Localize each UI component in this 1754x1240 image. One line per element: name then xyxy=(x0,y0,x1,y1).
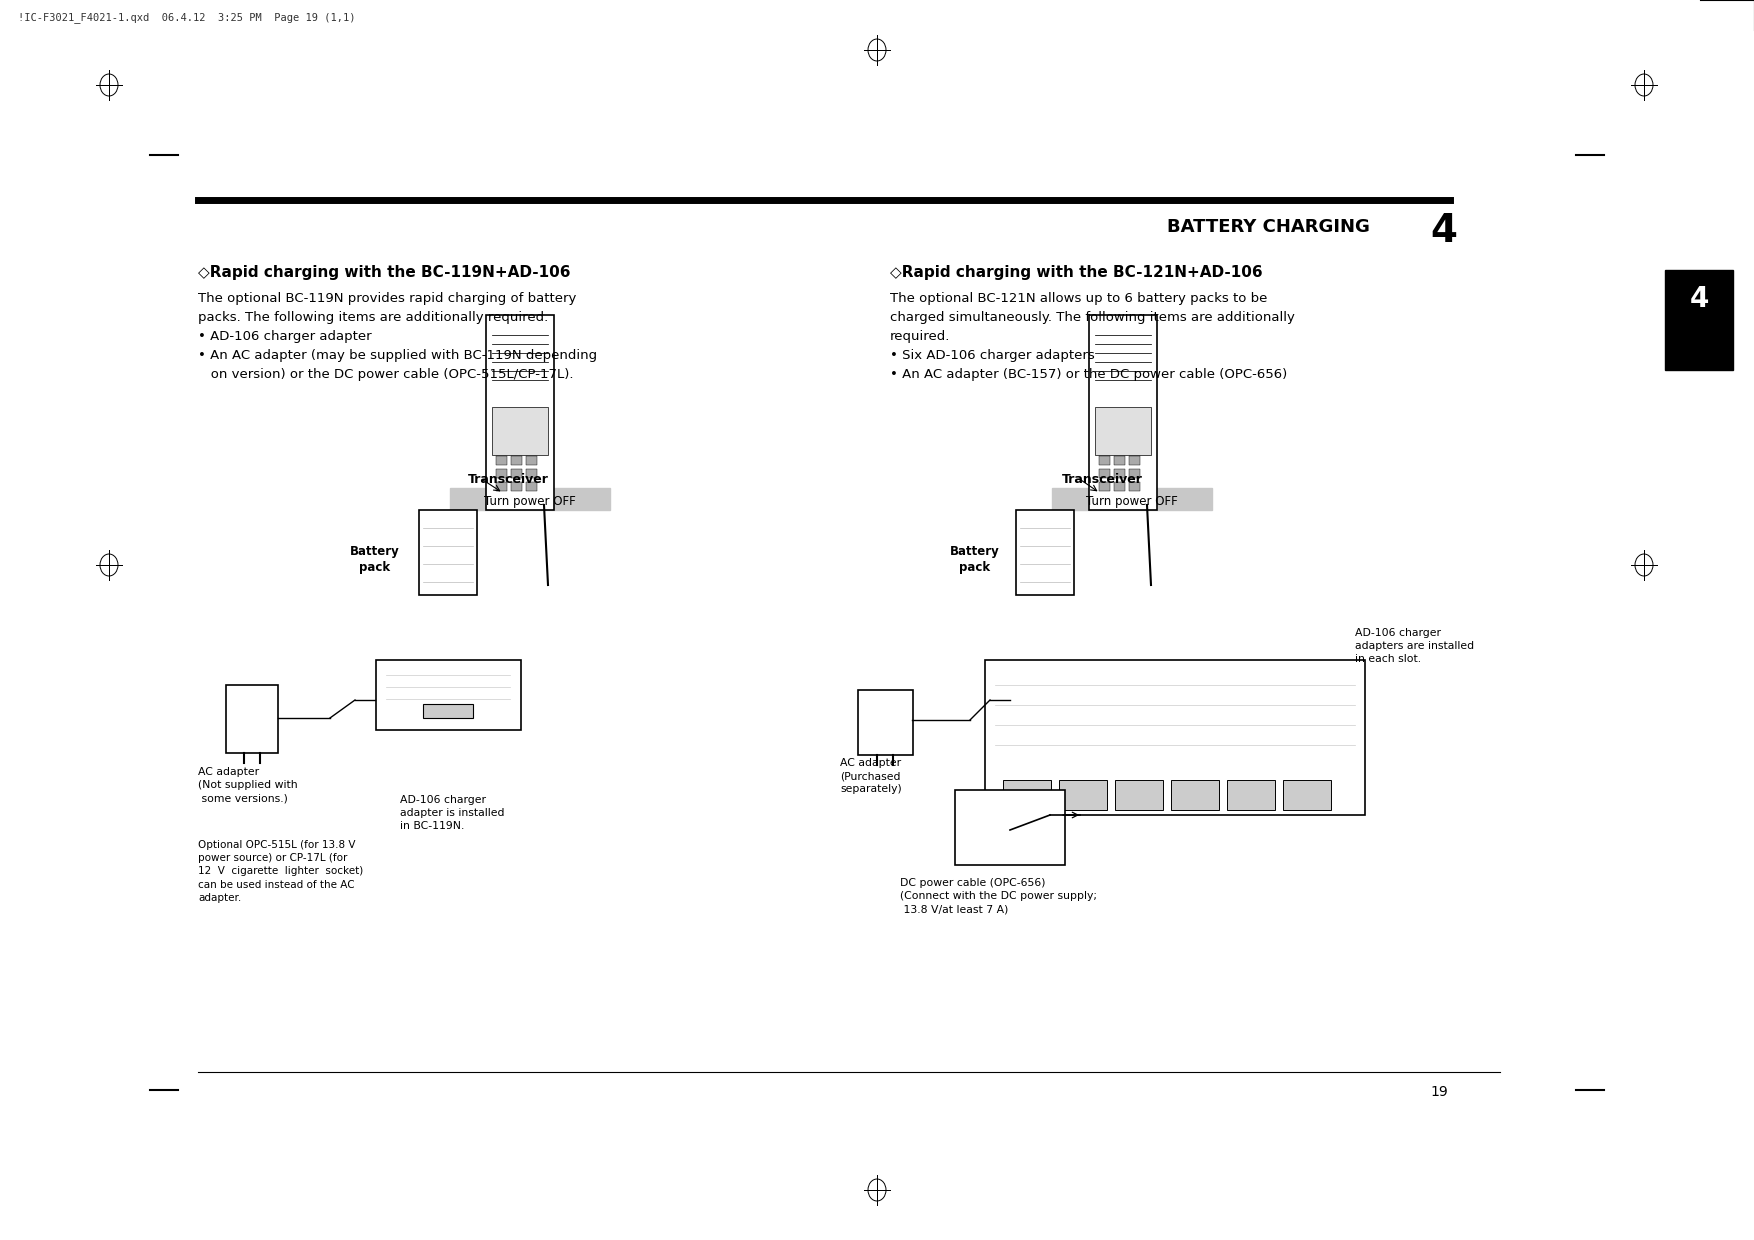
Text: The optional BC-119N provides rapid charging of battery: The optional BC-119N provides rapid char… xyxy=(198,291,577,305)
Text: • Six AD-106 charger adapters: • Six AD-106 charger adapters xyxy=(889,348,1094,362)
Text: Turn power OFF: Turn power OFF xyxy=(484,495,575,508)
Bar xyxy=(496,469,507,477)
Bar xyxy=(496,456,507,465)
Text: 19: 19 xyxy=(1430,1085,1447,1099)
Ellipse shape xyxy=(1635,554,1652,577)
Bar xyxy=(423,704,474,718)
Bar xyxy=(375,660,521,730)
Text: • AD-106 charger adapter: • AD-106 charger adapter xyxy=(198,330,372,343)
Bar xyxy=(1130,456,1140,465)
Ellipse shape xyxy=(1635,74,1652,95)
Text: Battery
pack: Battery pack xyxy=(951,546,1000,574)
Text: AC adapter
(Purchased
separately): AC adapter (Purchased separately) xyxy=(840,758,902,795)
Bar xyxy=(858,689,914,755)
Bar xyxy=(1059,780,1107,810)
Text: ◇Rapid charging with the BC-119N+AD-106: ◇Rapid charging with the BC-119N+AD-106 xyxy=(198,265,570,280)
Ellipse shape xyxy=(100,74,118,95)
Bar xyxy=(1228,780,1275,810)
Bar xyxy=(1089,315,1158,510)
Bar xyxy=(510,482,523,491)
Bar xyxy=(510,469,523,477)
Bar xyxy=(510,456,523,465)
Bar xyxy=(526,469,537,477)
Text: 4: 4 xyxy=(1689,285,1708,312)
Bar xyxy=(1100,482,1110,491)
Text: charged simultaneously. The following items are additionally: charged simultaneously. The following it… xyxy=(889,311,1294,324)
Bar xyxy=(1052,489,1212,510)
Bar xyxy=(1114,469,1124,477)
Bar xyxy=(986,660,1365,815)
Ellipse shape xyxy=(868,38,886,61)
Bar xyxy=(1116,780,1163,810)
Text: 4: 4 xyxy=(1430,212,1458,250)
Text: Battery
pack: Battery pack xyxy=(351,546,400,574)
Text: • An AC adapter (may be supplied with BC-119N depending: • An AC adapter (may be supplied with BC… xyxy=(198,348,596,362)
Text: ◇Rapid charging with the BC-121N+AD-106: ◇Rapid charging with the BC-121N+AD-106 xyxy=(889,265,1263,280)
Bar xyxy=(1665,270,1733,370)
Bar xyxy=(493,407,547,455)
Bar xyxy=(1114,456,1124,465)
Text: on version) or the DC power cable (OPC-515L/CP-17L).: on version) or the DC power cable (OPC-5… xyxy=(198,368,574,381)
Bar xyxy=(1130,482,1140,491)
Text: required.: required. xyxy=(889,330,951,343)
Text: • An AC adapter (BC-157) or the DC power cable (OPC-656): • An AC adapter (BC-157) or the DC power… xyxy=(889,368,1287,381)
Ellipse shape xyxy=(100,554,118,577)
Bar xyxy=(1016,510,1073,595)
Text: !IC-F3021_F4021-1.qxd  06.4.12  3:25 PM  Page 19 (1,1): !IC-F3021_F4021-1.qxd 06.4.12 3:25 PM Pa… xyxy=(18,12,356,22)
Text: AD-106 charger
adapter is installed
in BC-119N.: AD-106 charger adapter is installed in B… xyxy=(400,795,505,831)
Text: AC adapter
(Not supplied with
 some versions.): AC adapter (Not supplied with some versi… xyxy=(198,768,298,804)
Text: Transceiver: Transceiver xyxy=(468,472,549,486)
Bar xyxy=(1094,407,1151,455)
Bar xyxy=(1172,780,1219,810)
Text: Optional OPC-515L (for 13.8 V
power source) or CP-17L (for
12  V  cigarette  lig: Optional OPC-515L (for 13.8 V power sour… xyxy=(198,839,363,903)
Ellipse shape xyxy=(868,1179,886,1202)
Bar xyxy=(451,489,610,510)
Bar xyxy=(954,790,1065,866)
Text: BATTERY CHARGING: BATTERY CHARGING xyxy=(1166,218,1370,236)
Text: The optional BC-121N allows up to 6 battery packs to be: The optional BC-121N allows up to 6 batt… xyxy=(889,291,1268,305)
Text: AD-106 charger
adapters are installed
in each slot.: AD-106 charger adapters are installed in… xyxy=(1356,627,1473,665)
Bar xyxy=(1282,780,1331,810)
Text: DC power cable (OPC-656)
(Connect with the DC power supply;
 13.8 V/at least 7 A: DC power cable (OPC-656) (Connect with t… xyxy=(900,878,1096,914)
Bar xyxy=(486,315,554,510)
Text: Turn power OFF: Turn power OFF xyxy=(1086,495,1179,508)
Text: Transceiver: Transceiver xyxy=(1061,472,1144,486)
Bar xyxy=(1100,456,1110,465)
Bar xyxy=(1114,482,1124,491)
Bar xyxy=(226,684,277,753)
Bar xyxy=(526,482,537,491)
Bar xyxy=(526,456,537,465)
Bar xyxy=(1100,469,1110,477)
Bar xyxy=(1130,469,1140,477)
Bar xyxy=(1003,780,1051,810)
Bar xyxy=(419,510,477,595)
Bar xyxy=(496,482,507,491)
Text: packs. The following items are additionally required.: packs. The following items are additiona… xyxy=(198,311,549,324)
